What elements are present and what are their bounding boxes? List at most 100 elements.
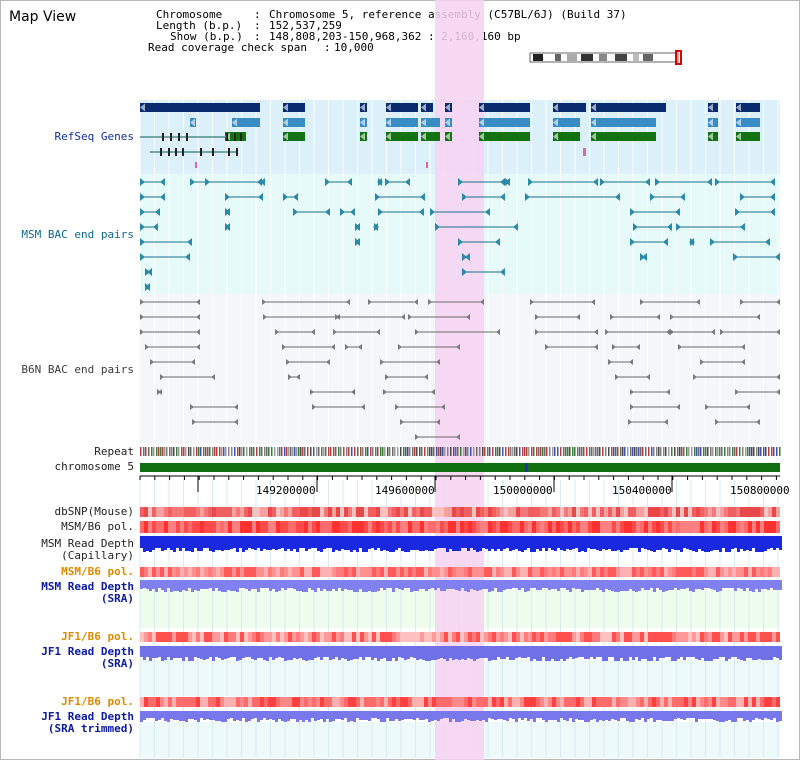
jf1-depth-bar: [323, 646, 326, 657]
jf1-depth-trimmed-bar: [764, 711, 767, 718]
dbsnp-cell: [476, 507, 480, 517]
jf1-depth-trimmed-bar: [713, 711, 716, 720]
msm-pol-cell: [368, 521, 372, 533]
msm-depth-capillary-bar: [698, 536, 701, 549]
repeat-element: [173, 447, 175, 456]
msm-pol-sra-cell: [700, 567, 704, 577]
jf1-pol-cell: [524, 697, 528, 707]
bac-end-marker: [456, 434, 460, 440]
msm-pol-sra-cell: [456, 567, 460, 577]
jf1-depth-bar: [374, 646, 377, 658]
jf1-depth-bar: [527, 646, 530, 657]
jf1-depth-bar: [521, 646, 524, 658]
msm-depth-capillary-bar: [743, 536, 746, 551]
bac-end-marker: [646, 374, 650, 380]
dbsnp-cell: [764, 507, 768, 517]
msm-depth-sra-bar: [671, 580, 674, 590]
bac-end-marker: [746, 404, 750, 410]
ideogram-view-marker[interactable]: [675, 50, 682, 65]
bac-end-marker: [741, 359, 745, 365]
repeat-element: [145, 447, 147, 456]
repeat-element: [745, 447, 747, 456]
jf1-depth-bar: [176, 646, 179, 658]
jf1-depth-trimmed-bar: [608, 711, 611, 721]
jf1-depth-trimmed-bar: [377, 711, 380, 719]
jf1-pol-cell: [572, 697, 576, 707]
msm-depth-sra-bar: [197, 580, 200, 591]
jf1-depth-trimmed-bar: [206, 711, 209, 719]
jf1-depth-bar: [608, 646, 611, 657]
msm-depth-sra-bar: [659, 580, 662, 590]
jf1-depth-trimmed-bar: [299, 711, 302, 720]
msm-pol-cell: [748, 521, 752, 533]
jf1-depth-trimmed-bar: [536, 711, 539, 718]
bac-end-marker: [733, 253, 738, 261]
jf1-depth-bar: [728, 646, 731, 659]
repeat-element: [188, 447, 190, 456]
repeat-element: [370, 447, 372, 456]
msm-depth-sra-bar: [704, 580, 707, 588]
msm-depth-sra-bar: [149, 580, 152, 591]
gene-strand-arrow: [591, 103, 596, 112]
jf1-depth-bar: [704, 646, 707, 661]
msm-depth-sra-bar: [623, 580, 626, 591]
dbsnp-cell: [740, 507, 744, 517]
msm-pol-sra-cell: [280, 567, 284, 577]
jf1-depth-bar: [725, 646, 728, 661]
msm-pol-sra-cell: [548, 567, 552, 577]
jf1-depth-trimmed-bar: [362, 711, 365, 720]
refseq-genes-track[interactable]: [140, 103, 760, 168]
msm-depth-sra-bar: [281, 580, 284, 588]
msm-depth-capillary-bar: [689, 536, 692, 550]
jf1-pol-cell: [168, 697, 172, 707]
msm-depth-capillary-bar: [596, 536, 599, 550]
msm-depth-capillary-bar: [686, 536, 689, 549]
jf1-depth-trimmed-bar: [698, 711, 701, 719]
repeat-element: [630, 447, 632, 456]
jf1-depth-bar: [401, 646, 404, 658]
track-label-b6n-bac[interactable]: B6N BAC end pairs: [21, 363, 134, 376]
msm-bac-track[interactable]: [140, 178, 780, 291]
msm-depth-capillary-bar: [386, 536, 389, 551]
msm-pol-sra-cell: [640, 567, 644, 577]
track-label-refseq-genes[interactable]: RefSeq Genes: [54, 130, 134, 143]
msm-depth-capillary-bar: [506, 536, 509, 548]
jf1-pol-cell: [328, 632, 332, 642]
bac-end-marker: [424, 374, 428, 380]
track-label-msm-bac[interactable]: MSM BAC end pairs: [21, 228, 134, 241]
msm-pol-sra-cell: [776, 567, 780, 577]
msm-depth-capillary-bar: [323, 536, 326, 549]
repeat-element: [162, 447, 164, 456]
msm-depth-sra-bar: [503, 580, 506, 590]
repeat-element: [732, 447, 734, 456]
jf1-depth-bar: [233, 646, 236, 657]
msm-depth-sra-bar: [458, 580, 461, 591]
msm-pol-cell: [764, 521, 768, 533]
bac-end-marker: [153, 223, 158, 231]
dbsnp-cell: [252, 507, 256, 517]
repeat-element: [340, 447, 342, 456]
bac-end-marker: [465, 253, 470, 261]
msm-depth-sra-bar: [731, 580, 734, 588]
jf1-pol-cell: [656, 632, 660, 642]
gene-feature: [553, 118, 580, 127]
chromosome-ideogram[interactable]: [525, 50, 685, 66]
dbsnp-cell: [664, 507, 668, 517]
msm-depth-sra-bar: [719, 580, 722, 591]
gene-strand-arrow: [736, 132, 741, 141]
jf1-pol-cell: [516, 632, 520, 642]
gene-feature: [140, 103, 260, 112]
bac-end-marker: [145, 344, 149, 350]
msm-depth-capillary-bar: [647, 536, 650, 550]
show-key: Show (b.p.): [170, 30, 243, 43]
jf1-pol-cell: [700, 697, 704, 707]
jf1-pol-cell: [444, 632, 448, 642]
jf1-depth-trimmed-bar: [668, 711, 671, 721]
jf1-depth-trimmed-bar: [737, 711, 740, 718]
length-key: Length (b.p.): [156, 19, 243, 32]
jf1-depth-trimmed-bar: [221, 711, 224, 722]
msm-pol-sra-cell: [220, 567, 224, 577]
b6n-bac-track[interactable]: [140, 299, 780, 440]
msm-depth-capillary-bar: [263, 536, 266, 549]
